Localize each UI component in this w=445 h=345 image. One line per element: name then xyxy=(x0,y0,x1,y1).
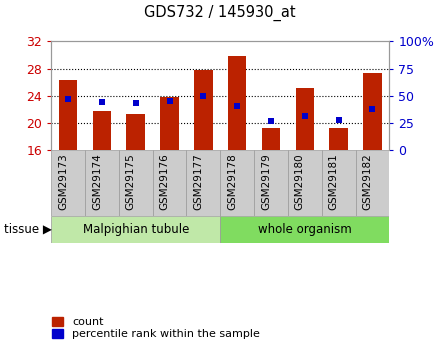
Bar xyxy=(186,150,220,216)
Text: GDS732 / 145930_at: GDS732 / 145930_at xyxy=(145,4,296,21)
Bar xyxy=(329,128,348,150)
Bar xyxy=(322,150,356,216)
Bar xyxy=(194,70,213,150)
Bar xyxy=(93,111,111,150)
Bar xyxy=(356,150,389,216)
Bar xyxy=(119,150,153,216)
Text: whole organism: whole organism xyxy=(258,223,352,236)
Bar xyxy=(220,150,254,216)
Bar xyxy=(262,128,280,150)
Text: GSM29175: GSM29175 xyxy=(126,153,136,210)
Bar xyxy=(126,114,145,150)
Bar xyxy=(160,97,179,150)
Text: GSM29179: GSM29179 xyxy=(261,153,271,210)
Text: GSM29178: GSM29178 xyxy=(227,153,237,210)
Bar xyxy=(288,150,322,216)
Bar xyxy=(51,216,220,243)
Text: Malpighian tubule: Malpighian tubule xyxy=(82,223,189,236)
Bar xyxy=(59,80,77,150)
Bar xyxy=(153,150,186,216)
Text: tissue ▶: tissue ▶ xyxy=(4,223,53,236)
Text: GSM29181: GSM29181 xyxy=(329,153,339,210)
Text: GSM29174: GSM29174 xyxy=(92,153,102,210)
Text: GSM29182: GSM29182 xyxy=(363,153,372,210)
Bar xyxy=(51,150,85,216)
Bar xyxy=(220,216,389,243)
Bar xyxy=(363,73,382,150)
Text: GSM29177: GSM29177 xyxy=(194,153,203,210)
Text: GSM29173: GSM29173 xyxy=(58,153,68,210)
Bar xyxy=(85,150,119,216)
Bar xyxy=(254,150,288,216)
Bar xyxy=(228,56,247,150)
Text: GSM29176: GSM29176 xyxy=(160,153,170,210)
Legend: count, percentile rank within the sample: count, percentile rank within the sample xyxy=(52,317,260,339)
Text: GSM29180: GSM29180 xyxy=(295,153,305,210)
Bar xyxy=(295,88,314,150)
